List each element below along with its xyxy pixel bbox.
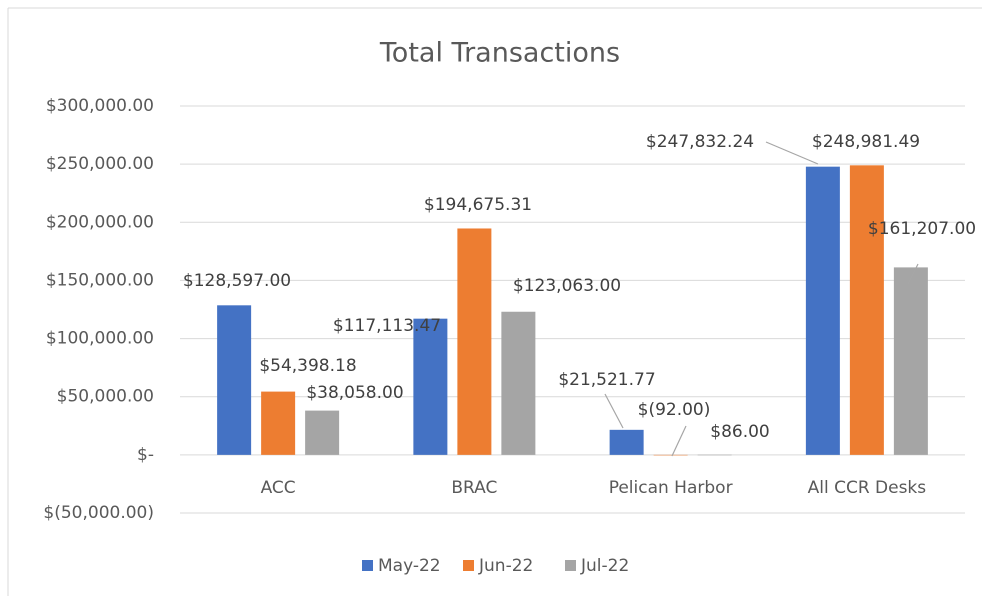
bar	[893, 267, 928, 455]
y-tick-label: $(50,000.00)	[43, 503, 154, 523]
leader-line	[907, 263, 919, 285]
legend-swatch	[463, 560, 474, 571]
bar	[305, 410, 340, 455]
bar	[849, 165, 884, 455]
legend-label: Jun-22	[478, 556, 533, 576]
data-label: $128,597.00	[183, 271, 291, 291]
leader-line	[671, 425, 687, 457]
data-label: $54,398.18	[259, 356, 356, 376]
leader-line	[604, 393, 624, 429]
y-tick-label: $-	[137, 445, 154, 465]
chart-title: Total Transactions	[379, 38, 620, 69]
legend-swatch	[362, 560, 373, 571]
bar	[805, 166, 840, 455]
legend-label: May-22	[378, 556, 441, 576]
bar	[609, 429, 644, 455]
data-label: $21,521.77	[558, 370, 655, 390]
y-tick-label: $200,000.00	[46, 212, 154, 232]
data-label: $86.00	[710, 422, 769, 442]
legend-swatch	[565, 560, 576, 571]
bar	[697, 454, 732, 456]
legend-label: Jul-22	[580, 556, 629, 576]
y-tick-label: $250,000.00	[46, 154, 154, 174]
x-tick-label: BRAC	[451, 478, 497, 498]
bar	[653, 454, 688, 456]
y-tick-label: $300,000.00	[46, 96, 154, 116]
y-tick-label: $100,000.00	[46, 329, 154, 349]
data-label: $123,063.00	[513, 276, 621, 296]
data-label: $117,113.47	[333, 316, 441, 336]
y-tick-label: $150,000.00	[46, 270, 154, 290]
data-label: $247,832.24	[646, 132, 754, 152]
x-tick-label: Pelican Harbor	[609, 478, 733, 498]
bar	[501, 311, 536, 455]
x-tick-label: All CCR Desks	[808, 478, 927, 498]
bar	[261, 391, 296, 455]
data-label: $(92.00)	[638, 400, 711, 420]
data-label: $161,207.00	[868, 219, 976, 239]
bar	[457, 228, 492, 455]
data-label: $248,981.49	[812, 132, 920, 152]
bar	[217, 305, 252, 455]
x-tick-label: ACC	[261, 478, 296, 498]
data-label: $38,058.00	[306, 383, 403, 403]
data-label: $194,675.31	[424, 195, 532, 215]
bar	[413, 318, 448, 455]
leader-line	[765, 141, 819, 165]
y-tick-label: $50,000.00	[57, 387, 154, 407]
